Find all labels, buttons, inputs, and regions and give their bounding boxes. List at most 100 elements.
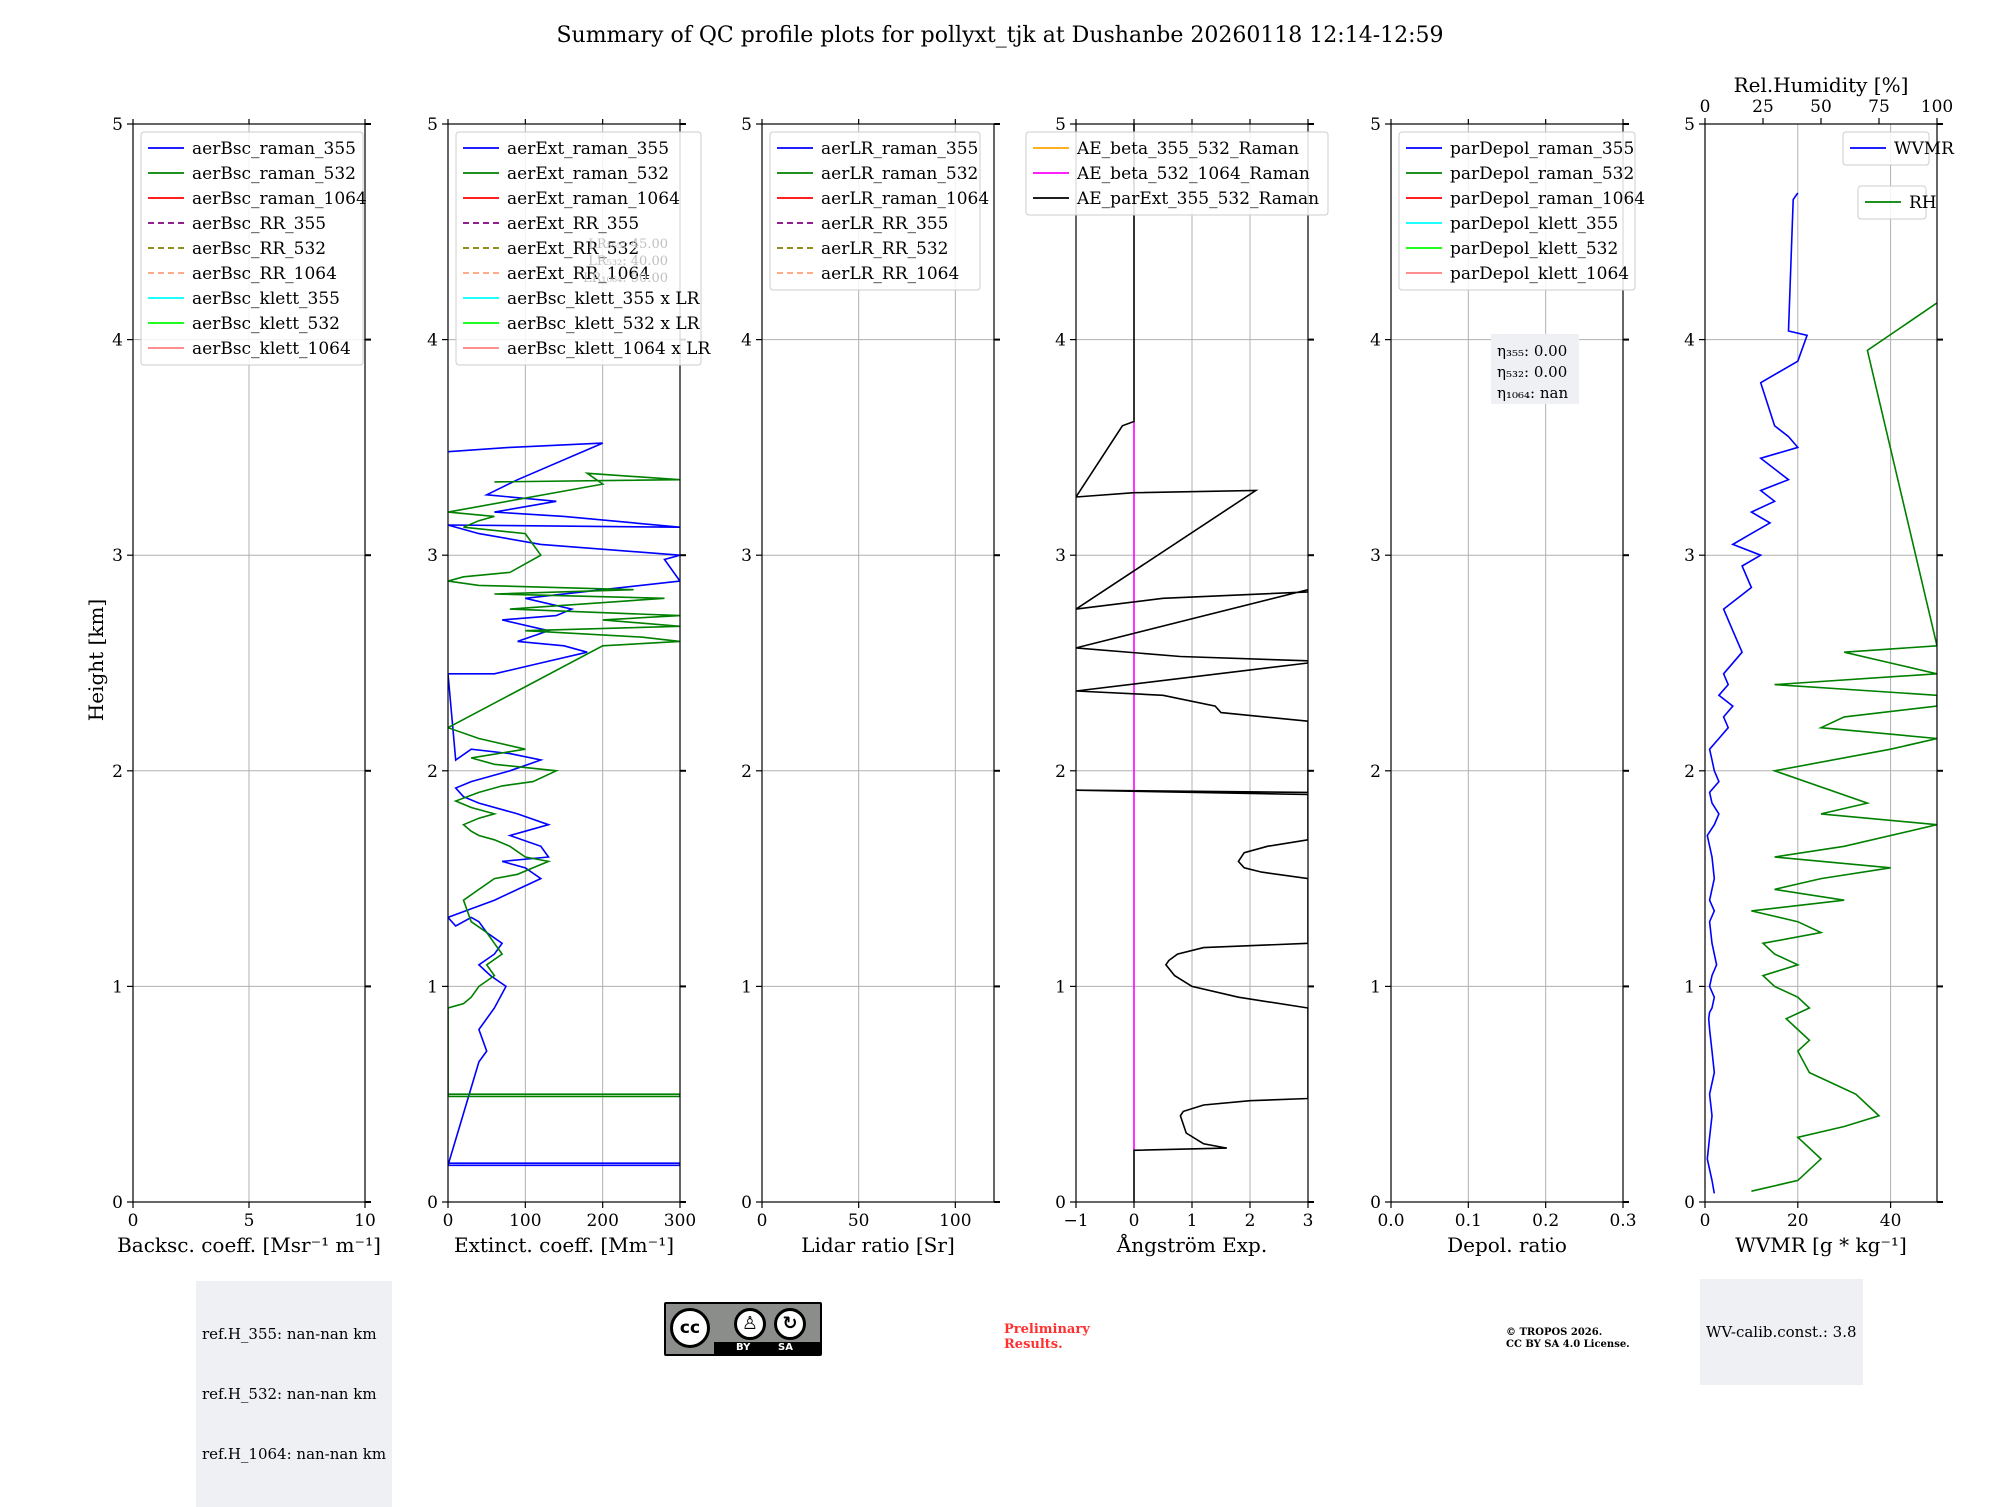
legend-label: aerLR_RR_355 <box>821 214 948 234</box>
legend-label: aerBsc_raman_1064 <box>192 189 367 209</box>
y-tick-label: 3 <box>1055 546 1066 566</box>
figure-title: Summary of QC profile plots for pollyxt_… <box>556 23 1443 48</box>
copyright-line-1: © TROPOS 2026. <box>1506 1327 1603 1338</box>
legend-label: aerLR_RR_532 <box>821 239 948 259</box>
legend-label: aerBsc_RR_355 <box>192 214 326 234</box>
axes-frame <box>761 123 995 1203</box>
y-tick-label: 3 <box>741 546 752 566</box>
legend-label: aerLR_raman_355 <box>821 139 978 159</box>
axes-frame <box>1704 123 1938 1203</box>
y-tick-label: 1 <box>112 977 123 997</box>
preliminary-note: Preliminary Results. <box>1004 1322 1090 1352</box>
x-axis-label: Ångström Exp. <box>1116 1232 1267 1257</box>
x-tick-label: 200 <box>586 1211 618 1231</box>
y-tick-label: 5 <box>427 115 438 135</box>
legend-label: aerExt_RR_355 <box>507 214 639 234</box>
y-tick-label: 2 <box>1370 762 1381 782</box>
x-tick-label: 100 <box>939 1211 971 1231</box>
y-tick-label: 4 <box>112 331 123 351</box>
series-WVMR <box>1706 192 1809 1194</box>
legend <box>1025 131 1329 216</box>
license-sa: SA <box>778 1342 793 1353</box>
reference-height-box: ref.H_355: nan-nan km ref.H_532: nan-nan… <box>196 1281 393 1507</box>
y-tick-label: 4 <box>1684 331 1695 351</box>
legend <box>1398 131 1636 291</box>
x-axis-label: Lidar ratio [Sr] <box>801 1233 955 1257</box>
legend-label: aerExt_raman_1064 <box>507 189 680 209</box>
x-tick-label: 2 <box>1245 1211 1256 1231</box>
y-tick-label: 0 <box>741 1193 752 1213</box>
x-tick-label: −1 <box>1063 1211 1088 1231</box>
series-AE_parExt_355_532_Raman <box>1076 124 1308 1202</box>
preliminary-line-1: Preliminary <box>1004 1322 1090 1337</box>
legend <box>140 131 364 366</box>
refh-1064: ref.H_1064: nan-nan km <box>202 1445 387 1463</box>
x-tick-label: 10 <box>354 1211 376 1231</box>
legend <box>455 131 702 366</box>
y-tick-label: 4 <box>741 331 752 351</box>
wv-calib-const: WV-calib.const.: 3.8 <box>1706 1323 1857 1341</box>
legend-label: aerBsc_klett_355 <box>192 289 340 309</box>
y-tick-label: 4 <box>1055 331 1066 351</box>
y-tick-label: 2 <box>427 762 438 782</box>
lr-annotation: LR₁₀₆₄: 50.00 <box>583 271 668 286</box>
x-tick-label: 0.1 <box>1455 1211 1482 1231</box>
x-tick-label: 300 <box>664 1211 696 1231</box>
y-tick-label: 2 <box>1684 762 1695 782</box>
legend-label: aerBsc_klett_355 x LR <box>507 289 701 309</box>
eta-value: η₅₃₂: 0.00 <box>1497 363 1567 381</box>
x-axis-label: Backsc. coeff. [Msr⁻¹ m⁻¹] <box>117 1233 381 1257</box>
y-tick-label: 3 <box>112 546 123 566</box>
copyright-line-2: CC BY SA 4.0 License. <box>1506 1339 1630 1350</box>
y-tick-label: 3 <box>427 546 438 566</box>
copyright-note: © TROPOS 2026. CC BY SA 4.0 License. <box>1506 1327 1630 1351</box>
legend-label: parDepol_raman_1064 <box>1450 189 1645 209</box>
legend-label: aerBsc_klett_1064 <box>192 339 351 359</box>
y-tick-label: 5 <box>112 115 123 135</box>
y-tick-label: 3 <box>1684 546 1695 566</box>
cc-icon: cc <box>670 1308 710 1348</box>
legend-label: aerBsc_raman_532 <box>192 164 356 184</box>
x-tick-label: 0 <box>443 1211 454 1231</box>
panel-dep: 0.0 0.1 0.2 0.3 Depol. ratio 0 1 2 3 4 5 parDepol_r… <box>1370 115 1645 1257</box>
legend-label: RH <box>1909 193 1937 213</box>
y-tick-label: 1 <box>741 977 752 997</box>
x-tick-label: 0 <box>1700 1211 1711 1231</box>
y-tick-label: 0 <box>1684 1193 1695 1213</box>
eta-value: η₃₅₅: 0.00 <box>1497 342 1567 360</box>
legend-label: aerExt_RR_532 <box>507 239 639 259</box>
y-tick-label: 0 <box>427 1193 438 1213</box>
top-x-axis-label: Rel.Humidity [%] <box>1734 73 1909 97</box>
legend-label: aerLR_RR_1064 <box>821 264 959 284</box>
share-alike-icon: ↻ <box>774 1308 806 1340</box>
eta-value: η₁₀₆₄: nan <box>1497 384 1568 402</box>
lr-annotation: LR₃₅₅: 45.00 <box>588 237 668 252</box>
eta-box <box>1491 334 1579 404</box>
series-RH <box>1751 302 1937 1192</box>
legend-label: aerBsc_klett_532 <box>192 314 340 334</box>
cc-license-badge: cc ♙ ↻ BY SA <box>664 1302 822 1356</box>
legend-label: parDepol_klett_355 <box>1450 214 1618 234</box>
legend-label: aerExt_raman_355 <box>507 139 669 159</box>
x-tick-label: 50 <box>848 1211 870 1231</box>
y-tick-label: 2 <box>741 762 752 782</box>
y-tick-label: 1 <box>427 977 438 997</box>
axes-frame <box>447 123 681 1203</box>
x-axis-label: WVMR [g * kg⁻¹] <box>1735 1233 1907 1257</box>
top-x-tick-label: 75 <box>1868 97 1890 117</box>
x-tick-label: 5 <box>244 1211 255 1231</box>
x-tick-label: 40 <box>1880 1211 1902 1231</box>
series-aerExt_raman_532 <box>448 472 680 1098</box>
legend-label: AE_beta_532_1064_Raman <box>1076 164 1310 184</box>
legend-label: parDepol_raman_355 <box>1450 139 1634 159</box>
lr-annotation: LR₅₃₂: 40.00 <box>588 254 668 269</box>
legend-label: AE_parExt_355_532_Raman <box>1076 189 1319 209</box>
y-tick-label: 5 <box>1370 115 1381 135</box>
legend-label: parDepol_klett_532 <box>1450 239 1618 259</box>
y-axis-label: Height [km] <box>84 599 108 721</box>
refh-355: ref.H_355: nan-nan km <box>202 1325 377 1343</box>
x-axis-label: Extinct. coeff. [Mm⁻¹] <box>454 1233 674 1257</box>
